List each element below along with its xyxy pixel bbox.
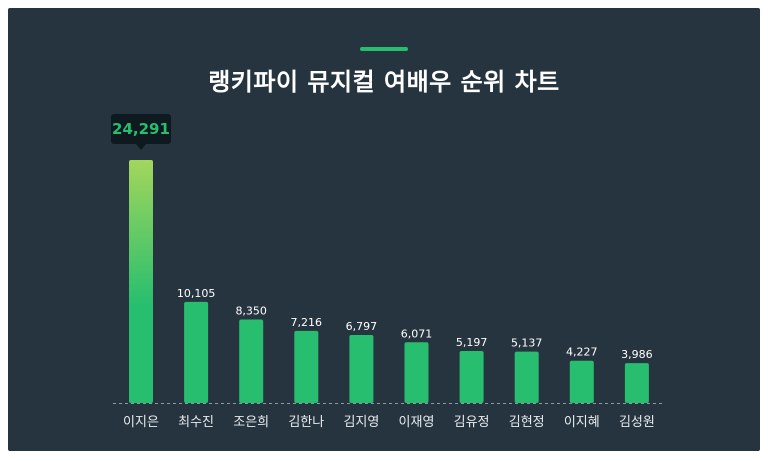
bar-chart: 24,291 이지은 10,105 최수진 8,350 조은희 7,216 김한나 6,797 김…: [111, 114, 665, 430]
bar-8[interactable]: [514, 351, 539, 403]
category-label: 최수진: [178, 415, 214, 430]
category-label: 이지혜: [564, 415, 600, 430]
category-label: 이재영: [399, 415, 435, 430]
bar-1[interactable]: [129, 160, 153, 403]
bar-4[interactable]: [294, 330, 319, 403]
bar-2[interactable]: [184, 301, 209, 403]
value-tooltip: 24,291: [111, 114, 171, 150]
title-accent-bar: [360, 47, 408, 51]
bar-value-label: 3,986: [621, 348, 653, 361]
category-label: 조은희: [233, 415, 269, 430]
tooltip-pointer: [136, 144, 146, 150]
bar-value-label: 8,350: [235, 304, 267, 317]
bar-7[interactable]: [459, 351, 484, 403]
category-label: 김한나: [288, 415, 324, 430]
bar-value-label: 7,216: [291, 316, 323, 329]
bar-value-label: 4,227: [566, 346, 598, 359]
tooltip-box: [111, 114, 171, 144]
bar-5[interactable]: [349, 335, 374, 403]
bar-value-label: 6,071: [401, 327, 433, 340]
tooltip-value: 24,291: [112, 120, 170, 138]
bar-value-label: 5,137: [511, 337, 543, 350]
bar-6[interactable]: [404, 342, 429, 403]
chart-title: 랭키파이 뮤지컬 여배우 순위 차트: [208, 68, 560, 96]
chart-panel: 랭키파이 뮤지컬 여배우 순위 차트 24,291 이지은 10,105 최수진 8,3…: [8, 8, 760, 451]
category-label: 김유정: [454, 415, 490, 430]
category-label: 김현정: [509, 415, 545, 430]
bar-3[interactable]: [239, 319, 264, 403]
category-label: 김성원: [619, 415, 655, 430]
bar-9[interactable]: [569, 360, 594, 403]
bar-value-label: 10,105: [177, 287, 216, 300]
category-label: 이지은: [123, 415, 159, 430]
category-label: 김지영: [343, 415, 379, 430]
bar-10[interactable]: [624, 363, 649, 403]
bar-value-label: 6,797: [346, 320, 378, 333]
bar-value-label: 5,197: [456, 336, 488, 349]
